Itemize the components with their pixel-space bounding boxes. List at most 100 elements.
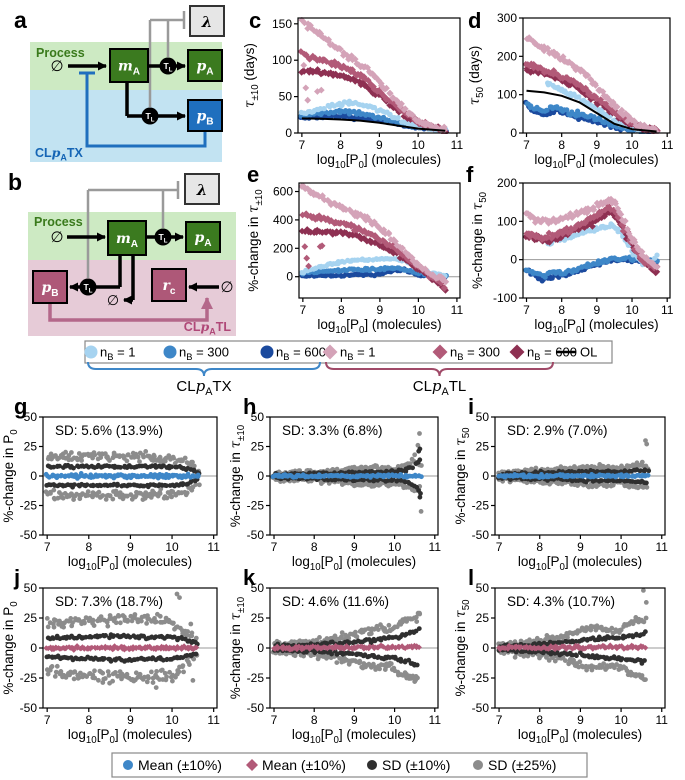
sd-annotation: SD: 7.3% (18.7%) [55,594,163,609]
legend-item-label: nB = 300 [450,345,500,363]
empty-set-symbol: ∅ [107,292,119,308]
series-SD ±10% [44,462,202,490]
series-Mean ±10% [270,472,424,480]
diagram-a: λ ∅ mA pA pB TL TL Process CLpATX a [14,5,225,163]
series-TL outliers [300,61,325,104]
panel-d-plot-area [522,34,661,134]
sd-annotation: SD: 4.6% (11.6%) [282,594,389,609]
series-Mean ±10% [496,642,649,653]
series-TX nB=300 [300,265,449,280]
series-Mean ±10% [43,470,201,481]
y-tick-label: 25 [476,440,490,454]
process-label: Process [36,46,85,60]
series-outliers gray [153,591,196,690]
x-axis-label: log10[P0] (molecules) [317,317,441,336]
y-tick-label: 200 [497,176,517,190]
x-tick-label: 7 [300,303,307,317]
x-axis-label: log10[P0] (molecules) [534,152,658,171]
panel-j-plot-area [43,591,217,690]
panel-letter-a: a [14,7,27,33]
panel-c-plot-area [297,17,450,134]
node-label: pA [196,59,214,78]
x-tick-label: 11 [451,303,464,317]
panel-letter-l: l [468,565,474,590]
empty-set-symbol: ∅ [220,279,233,296]
x-tick-label: 9 [127,713,134,727]
panel-letter-b: b [8,169,22,195]
clpatx-label: CLpATX [35,145,84,163]
y-tick-label: 0 [510,253,517,267]
diagram-b: λ ∅ ∅ ∅ mA pA pB rc TL TL Process CLpATL b [8,169,236,337]
x-axis-label: log10[P0] (molecules) [518,727,642,746]
series-TX nB=600 [524,256,659,284]
series-outliers gray [404,610,422,684]
x-tick-label: 11 [429,540,442,554]
node-box [32,270,68,304]
y-tick-label: 400 [273,213,293,227]
series-TL nB=1 [298,17,448,134]
y-tick-label: 50 [476,410,490,424]
y-tick-label: 100 [272,53,292,67]
series-TL outliers [301,242,326,270]
series-SD ±10% [272,626,422,668]
panel-c: 7 8 9 10 11 0 50 100 150 log10[P0] (molecules) τ±1… [242,8,463,171]
x-tick-label: 10 [625,138,639,152]
y-axis-label: τ50 (days) [467,46,486,106]
y-tick-label: 50 [279,90,293,104]
legend-brace [87,361,321,377]
y-axis-label: %-change in τ±10 [228,596,247,699]
x-axis-label: log10[P0] (molecules) [292,554,416,573]
legend-item-label: nB = 1 [100,345,136,363]
series-Mean ±10% [496,472,651,481]
x-tick-label: 10 [625,303,639,317]
node-label: pB [41,280,58,299]
panel-letter-h: h [243,394,256,419]
x-tick-label: 10 [388,540,402,554]
legend-brace [325,361,554,377]
x-tick-label: 10 [165,540,179,554]
panel-d: 7 8 9 10 11 0 100 200 300 log10[P0] (molecules) τ5… [467,8,674,171]
panel-g: 7 8 9 10 11 -50 -25 0 25 50 log10[P0] (molecules)%… [1,394,220,573]
x-tick-label: 8 [536,713,543,727]
x-tick-label: 8 [558,138,565,152]
tl-delay-circle [159,57,177,75]
sd-annotation: SD: 5.6% (13.9%) [55,423,163,438]
y-tick-label: 25 [24,611,38,625]
y-tick-label: 150 [272,17,292,31]
series-outliers gray [643,438,650,447]
x-axis-label: log10[P0] (molecules) [317,152,441,171]
x-tick-label: 7 [271,540,278,554]
y-tick-label: 25 [24,440,38,454]
y-tick-label: 0 [257,641,264,655]
series-SD ±25% [496,615,649,682]
series-SD ±25% [43,448,202,502]
series-SD ±25% [270,456,424,494]
y-tick-label: 25 [251,611,265,625]
y-tick-label: -25 [247,499,265,513]
series-TX nB=1 [545,80,660,134]
x-tick-label: 8 [337,138,344,152]
series-TL nB=300 [523,202,661,272]
series-TL nB=600 [298,226,449,294]
x-tick-label: 8 [311,540,318,554]
panel-e: 7 8 9 10 11 0 200 400 600 log10[P0] (molecules) %-… [246,162,463,336]
series-Mean ±10% [271,642,422,653]
x-axis-label: log10[P0] (molecules) [518,554,642,573]
y-tick-label: 0 [482,641,489,655]
y-axis-label: τ±10 (days) [242,43,261,108]
x-tick-label: 8 [558,303,565,317]
series-OL [526,89,657,133]
tl-label: TL [84,282,93,294]
y-axis-label: %-change in τ±10 [246,189,265,292]
x-tick-label: 10 [614,540,628,554]
panel-letter-f: f [466,162,474,187]
panel-letter-j: j [13,565,20,590]
panel-letter-k: k [243,565,256,590]
y-tick-label: 0 [285,126,292,140]
node-label: rc [163,278,176,297]
series-TL nB=1 [523,34,661,134]
x-tick-label: 11 [451,138,464,152]
series-TX nB=300 [523,254,660,280]
